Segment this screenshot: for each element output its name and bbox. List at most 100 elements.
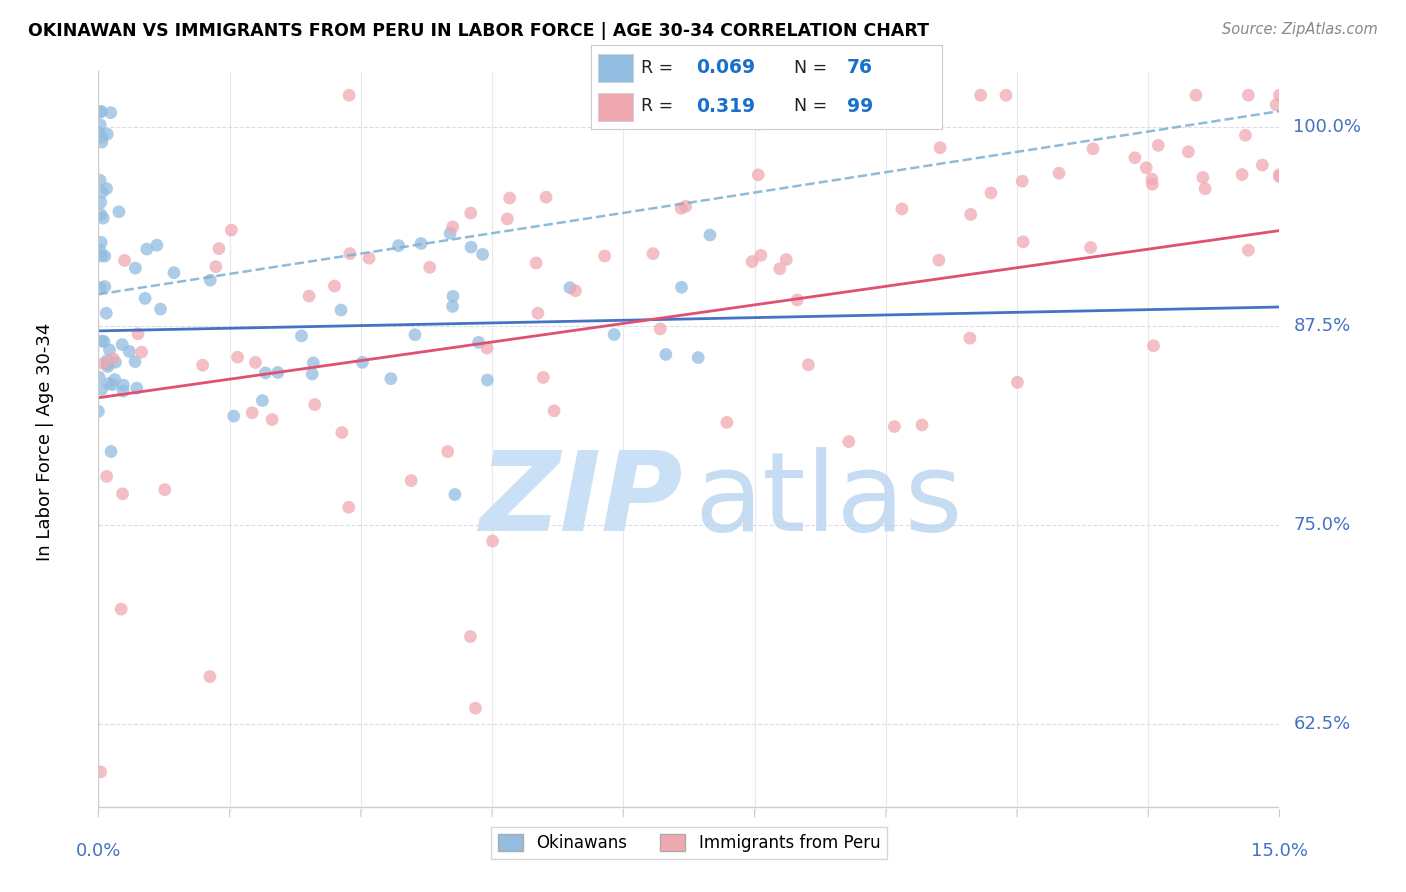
- Point: [104, 355, 127, 369]
- Point: [131, 345, 153, 359]
- Point: [716, 416, 738, 430]
- Point: [929, 141, 952, 155]
- Point: [786, 293, 808, 307]
- Point: [337, 88, 360, 103]
- Point: [191, 358, 214, 372]
- Point: [91, 186, 114, 200]
- Point: [96, 469, 118, 483]
- Point: [980, 186, 1002, 200]
- Point: [205, 260, 228, 274]
- Text: ZIP: ZIP: [479, 447, 683, 554]
- Point: [441, 289, 464, 303]
- Point: [96, 306, 118, 320]
- Point: [111, 487, 134, 501]
- Point: [89, 173, 111, 187]
- Point: [1047, 166, 1070, 180]
- Point: [1268, 88, 1291, 103]
- Point: [1080, 240, 1102, 254]
- Point: [94, 249, 117, 263]
- Point: [650, 322, 672, 336]
- Point: [330, 425, 353, 440]
- Point: [524, 256, 547, 270]
- Point: [101, 377, 124, 392]
- Point: [96, 357, 118, 371]
- Point: [110, 602, 132, 616]
- Point: [93, 334, 115, 349]
- Bar: [598, 54, 633, 82]
- Point: [1185, 88, 1208, 103]
- Text: N =: N =: [794, 59, 834, 77]
- Point: [436, 444, 458, 458]
- Point: [460, 206, 482, 220]
- Point: [928, 253, 950, 268]
- Point: [1012, 235, 1035, 249]
- Point: [460, 240, 482, 254]
- Point: [498, 191, 520, 205]
- Point: [89, 105, 111, 120]
- Point: [699, 227, 721, 242]
- Point: [741, 254, 763, 268]
- Point: [496, 211, 519, 226]
- Point: [96, 353, 118, 368]
- Point: [112, 378, 135, 392]
- Point: [221, 223, 243, 237]
- Point: [460, 630, 482, 644]
- Point: [267, 366, 290, 380]
- Legend: Okinawans, Immigrants from Peru: Okinawans, Immigrants from Peru: [491, 828, 887, 859]
- Point: [1268, 169, 1291, 184]
- Point: [100, 105, 122, 120]
- Point: [655, 347, 678, 361]
- Point: [419, 260, 441, 275]
- Point: [441, 300, 464, 314]
- Point: [125, 381, 148, 395]
- Point: [388, 238, 411, 252]
- Point: [153, 483, 176, 497]
- Text: atlas: atlas: [695, 447, 963, 554]
- Point: [87, 126, 110, 140]
- Point: [90, 249, 112, 263]
- Point: [90, 195, 112, 210]
- Point: [90, 764, 112, 779]
- Point: [91, 211, 114, 226]
- Point: [89, 244, 111, 258]
- Point: [290, 329, 312, 343]
- Point: [96, 181, 118, 195]
- Point: [96, 127, 118, 141]
- Point: [748, 117, 770, 131]
- Point: [593, 249, 616, 263]
- Point: [671, 202, 693, 216]
- Point: [254, 366, 277, 380]
- Text: 75.0%: 75.0%: [1294, 516, 1351, 534]
- Text: 0.069: 0.069: [696, 58, 755, 78]
- Point: [111, 337, 134, 351]
- Point: [135, 242, 157, 256]
- Point: [775, 252, 797, 267]
- Point: [163, 266, 186, 280]
- Point: [262, 412, 284, 426]
- Point: [198, 670, 221, 684]
- Point: [441, 219, 464, 234]
- Point: [1142, 339, 1164, 353]
- Point: [543, 404, 565, 418]
- Point: [1265, 97, 1288, 112]
- Point: [1192, 170, 1215, 185]
- Text: OKINAWAN VS IMMIGRANTS FROM PERU IN LABOR FORCE | AGE 30-34 CORRELATION CHART: OKINAWAN VS IMMIGRANTS FROM PERU IN LABO…: [28, 22, 929, 40]
- Point: [1135, 161, 1157, 175]
- Point: [357, 251, 380, 265]
- Point: [1237, 88, 1260, 103]
- Point: [124, 261, 146, 276]
- Point: [127, 326, 149, 341]
- Point: [439, 227, 461, 241]
- Point: [477, 373, 499, 387]
- Point: [339, 246, 361, 260]
- Point: [1140, 172, 1163, 186]
- Point: [643, 88, 665, 103]
- Point: [1011, 174, 1033, 188]
- Point: [467, 335, 489, 350]
- Text: R =: R =: [641, 59, 679, 77]
- Point: [876, 88, 898, 103]
- Point: [1251, 158, 1274, 172]
- Point: [226, 350, 249, 364]
- Point: [675, 199, 697, 213]
- Point: [475, 341, 498, 355]
